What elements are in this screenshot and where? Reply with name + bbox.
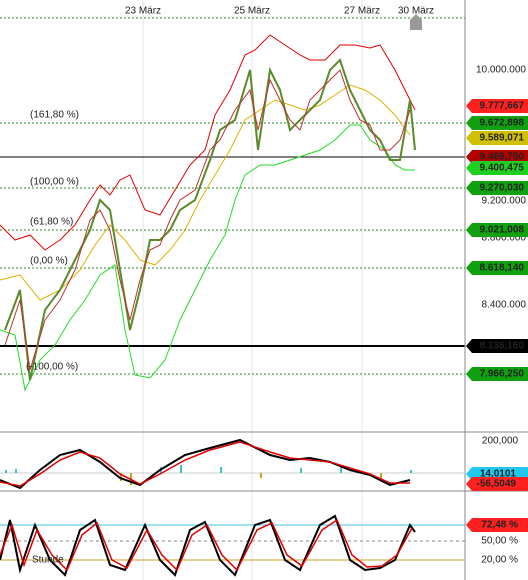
price-tag: 9.021,008 — [480, 225, 525, 236]
price-tag: 9.270,030 — [480, 183, 525, 194]
date-label: 30 März — [398, 6, 434, 17]
stoch-tag: 72,48 % — [481, 520, 518, 531]
price-axis-label: 10.000.000 — [476, 65, 526, 76]
fib-label: (100,00 %) — [30, 177, 79, 188]
lower-band — [0, 124, 415, 392]
fib-label: (0,00 %) — [30, 256, 68, 267]
macd-tag: 14,0101 — [480, 469, 517, 480]
date-label: 25 März — [234, 6, 270, 17]
date-label: 23 März — [125, 6, 161, 17]
price-trace-2 — [4, 69, 411, 371]
scroll-marker[interactable] — [410, 14, 422, 30]
stoch-tag: 50,00 % — [481, 536, 518, 547]
macd-axis-label: 200,000 — [482, 436, 519, 447]
price-tag-box — [466, 161, 528, 175]
signal-line — [0, 441, 410, 487]
price-tag-box — [466, 261, 528, 275]
price-tag: 8.618,140 — [480, 263, 525, 274]
price-axis-label: 8.800.000 — [482, 233, 527, 244]
middle-band — [0, 84, 411, 301]
stoch-d — [0, 518, 413, 572]
upper-band — [0, 34, 416, 251]
price-tag: 9.589,071 — [480, 133, 525, 144]
price-tag-box — [466, 116, 528, 130]
fib-label: (61,80 %) — [30, 217, 73, 228]
price-tag-box — [466, 223, 528, 237]
price-tag-box — [466, 99, 528, 113]
date-label: 27 März — [344, 6, 380, 17]
fib-label: (161,80 %) — [30, 110, 79, 121]
period-label: Stunde — [32, 555, 64, 566]
price-tag: 9.400,475 — [480, 163, 525, 174]
price-axis-label: 8.400.000 — [482, 300, 527, 311]
price-tag-box — [466, 367, 528, 381]
price-tag: 8.136,160 — [480, 341, 525, 352]
macd-line — [0, 438, 411, 490]
stoch-k — [0, 514, 416, 577]
price-tag-box — [466, 131, 528, 145]
price-tag-box — [466, 339, 528, 353]
price-tag: 9.469,750 — [480, 152, 525, 163]
price-tag: 7.966,250 — [480, 369, 525, 380]
price-axis-label: 9.200.000 — [482, 196, 527, 207]
macd-tag-box — [466, 477, 528, 491]
price-tag-box — [466, 181, 528, 195]
price-tag: 9.777,667 — [480, 101, 525, 112]
price-tag: 9.672,898 — [480, 118, 525, 129]
fib-lines — [0, 122, 465, 375]
macd-tag: -56,5049 — [477, 479, 517, 490]
stoch-tag-box — [466, 518, 528, 532]
price-tag-box — [466, 150, 528, 164]
fib-label: (-100,00 %) — [26, 362, 78, 373]
stoch-tag: 20,00 % — [481, 555, 518, 566]
